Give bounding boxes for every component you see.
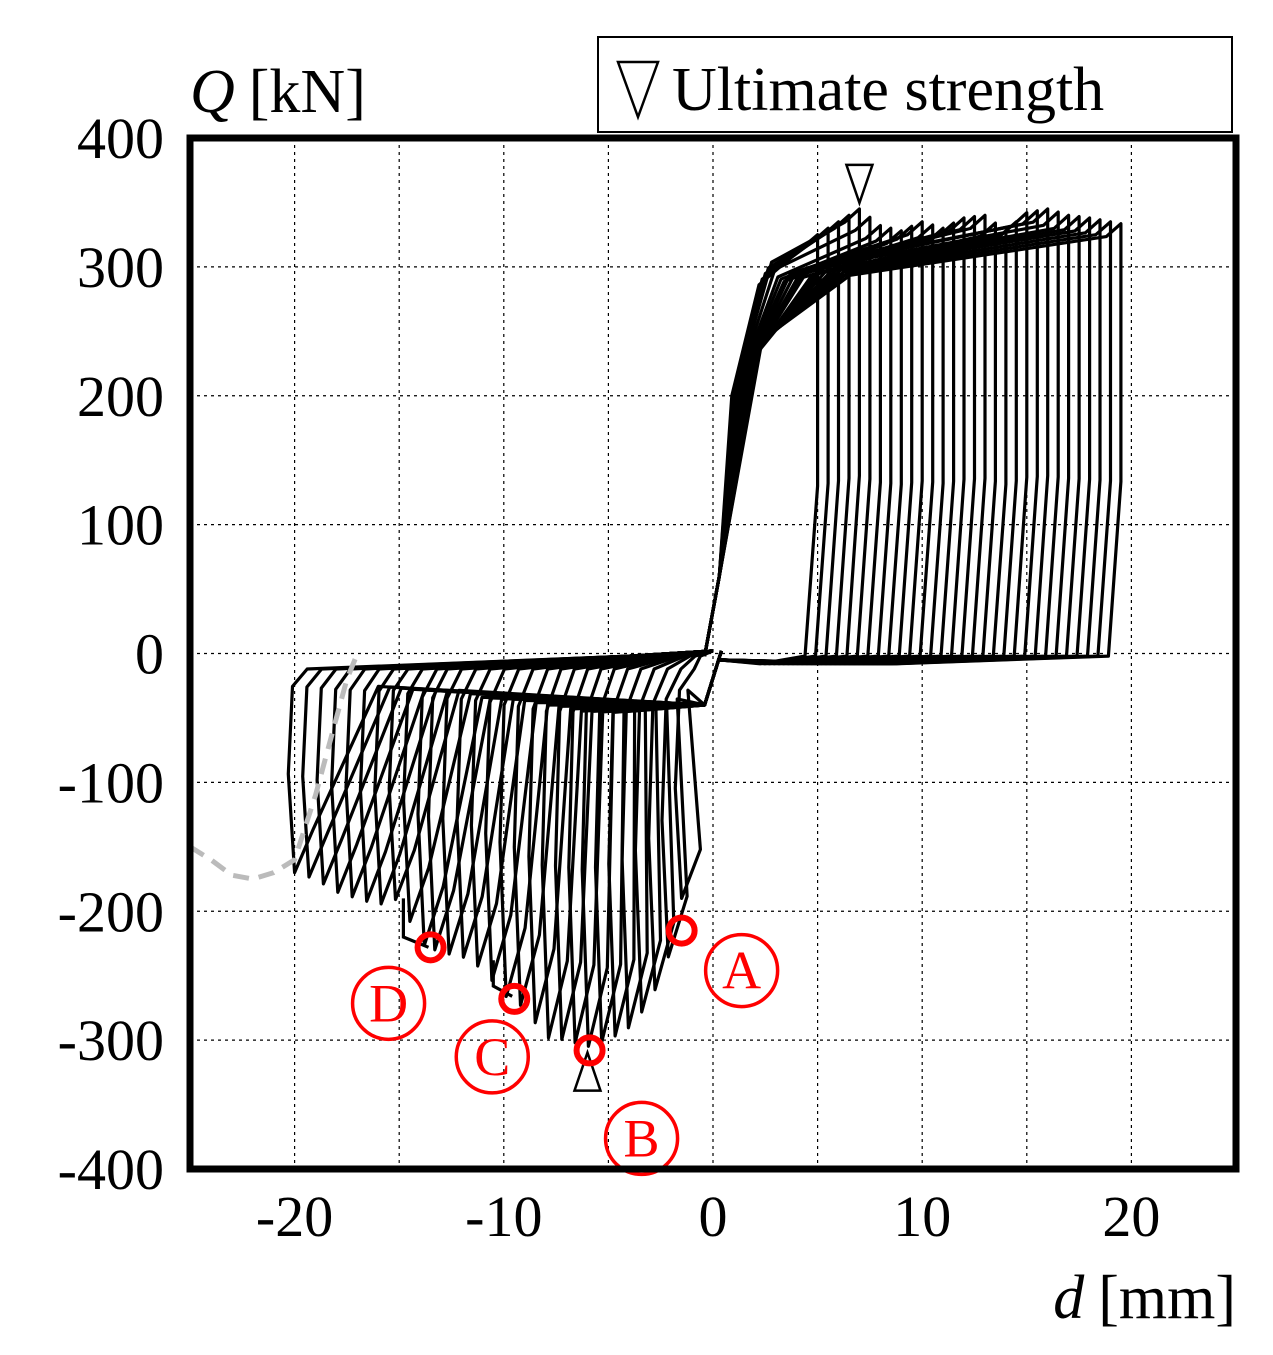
x-tick-label: 0 [699, 1184, 728, 1249]
hysteresis-loop [673, 649, 723, 900]
x-tick-label: 10 [893, 1184, 951, 1249]
y-tick-label: 100 [77, 493, 164, 558]
annotation-label-circle [454, 1019, 531, 1095]
plot-frame [186, 134, 1240, 1173]
ultimate-strength-triangle [844, 163, 875, 207]
x-tick-label: -20 [256, 1184, 333, 1249]
x-tick-label: -10 [465, 1184, 542, 1249]
y-tick-label: -300 [58, 1008, 164, 1073]
y-axis-symbol: Q [190, 58, 235, 126]
hysteresis-loop [703, 213, 1071, 666]
annotation-label: C [474, 1027, 510, 1087]
y-axis-label: Q [kN] [190, 58, 366, 126]
ultimate-strength-triangle [572, 1048, 603, 1092]
hysteresis-loop [703, 222, 1123, 666]
legend: Ultimate strength [597, 36, 1233, 133]
annotation-label: B [624, 1108, 660, 1168]
legend-label: Ultimate strength [672, 56, 1104, 124]
x-axis-label: d [mm] [1053, 1264, 1236, 1332]
annotation-marker [414, 931, 447, 964]
y-tick-label: 0 [135, 622, 164, 687]
final-dashed-curve [188, 652, 360, 882]
y-tick-labels: -400 -300 -200 -100 0 100 200 300 400 [58, 106, 164, 1202]
hysteresis-loop [703, 229, 1008, 666]
y-tick-label: -200 [58, 879, 164, 944]
legend-box [597, 36, 1233, 133]
x-axis-symbol: d [1053, 1264, 1085, 1332]
x-tick-labels: -20 -10 0 10 20 [256, 1184, 1160, 1249]
annotation-label-circle [603, 1100, 680, 1177]
x-axis-unit: [mm] [1098, 1264, 1236, 1332]
y-tick-label: -400 [58, 1137, 164, 1202]
y-tick-label: 300 [77, 235, 164, 300]
y-tick-label: 400 [77, 106, 164, 171]
hysteresis-loop [286, 649, 723, 875]
annotation-marker [498, 982, 531, 1015]
hysteresis-loop [660, 649, 723, 959]
y-tick-label: 200 [77, 364, 164, 429]
hysteresis-loop [703, 211, 1029, 666]
annotation-label-circle [350, 965, 427, 1042]
ultimate-strength-markers [572, 163, 875, 1092]
hysteresis-curves [188, 207, 1123, 1048]
annotation-marker [665, 914, 698, 947]
x-tick-label: 20 [1102, 1184, 1160, 1249]
annotation-label-circle [703, 932, 780, 1009]
annotation-marker [573, 1034, 606, 1067]
y-tick-label: -100 [58, 750, 164, 815]
legend-triangle-icon [616, 60, 660, 121]
y-axis-unit: [kN] [249, 58, 366, 126]
annotation-label: D [369, 973, 408, 1033]
annotations: A B C D [350, 914, 780, 1177]
annotation-label: A [722, 941, 761, 1001]
